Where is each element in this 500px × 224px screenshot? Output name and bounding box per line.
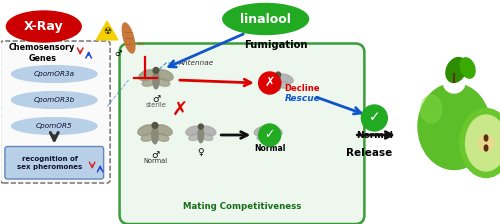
Circle shape <box>152 123 158 128</box>
Ellipse shape <box>122 23 135 53</box>
FancyBboxPatch shape <box>5 146 103 179</box>
Polygon shape <box>96 21 118 40</box>
Circle shape <box>198 124 203 129</box>
Ellipse shape <box>186 126 200 136</box>
Ellipse shape <box>156 78 170 86</box>
Ellipse shape <box>12 118 97 134</box>
Circle shape <box>362 105 388 131</box>
Text: ✓: ✓ <box>368 110 380 125</box>
Circle shape <box>258 72 280 94</box>
FancyBboxPatch shape <box>0 41 110 183</box>
Text: recognition of
sex pheromones: recognition of sex pheromones <box>17 156 82 170</box>
Ellipse shape <box>198 127 203 143</box>
Ellipse shape <box>189 134 200 140</box>
Ellipse shape <box>139 70 156 81</box>
Ellipse shape <box>268 127 282 136</box>
Text: CpomOR3a: CpomOR3a <box>34 71 75 77</box>
Ellipse shape <box>266 128 270 142</box>
Text: Normal: Normal <box>356 131 393 140</box>
Text: sterile: sterile <box>146 102 167 108</box>
Ellipse shape <box>142 78 156 86</box>
Circle shape <box>443 71 465 93</box>
Ellipse shape <box>201 126 216 136</box>
Ellipse shape <box>484 145 488 151</box>
Ellipse shape <box>420 95 442 123</box>
Text: Antennae: Antennae <box>178 60 214 66</box>
Ellipse shape <box>278 74 293 84</box>
Ellipse shape <box>263 74 278 84</box>
Text: Normal: Normal <box>143 158 167 164</box>
Ellipse shape <box>156 125 172 136</box>
Text: X-Ray: X-Ray <box>24 20 64 33</box>
Ellipse shape <box>138 125 154 136</box>
Text: Fumigation: Fumigation <box>244 40 308 50</box>
Ellipse shape <box>6 11 81 42</box>
Text: linalool: linalool <box>240 13 291 26</box>
Text: Release: Release <box>346 148 393 158</box>
Ellipse shape <box>12 91 97 108</box>
Ellipse shape <box>484 135 488 141</box>
Text: ♂: ♂ <box>152 95 160 103</box>
Text: ›››: ››› <box>137 41 145 47</box>
Ellipse shape <box>152 126 158 144</box>
Ellipse shape <box>254 127 268 136</box>
Ellipse shape <box>156 134 169 141</box>
Text: Rescue: Rescue <box>284 93 320 103</box>
FancyBboxPatch shape <box>120 43 364 224</box>
Ellipse shape <box>223 4 308 34</box>
Text: ✗: ✗ <box>264 76 275 89</box>
Ellipse shape <box>257 134 268 140</box>
Ellipse shape <box>446 58 466 82</box>
Ellipse shape <box>460 58 475 78</box>
Ellipse shape <box>153 71 159 89</box>
Circle shape <box>153 67 159 73</box>
Text: Normal: Normal <box>254 144 286 153</box>
Text: ♂: ♂ <box>151 151 159 159</box>
Ellipse shape <box>418 84 490 170</box>
Ellipse shape <box>12 65 97 82</box>
Text: ✗: ✗ <box>172 101 188 119</box>
Ellipse shape <box>278 82 290 88</box>
Text: ♂: ♂ <box>115 49 122 58</box>
Ellipse shape <box>156 70 173 81</box>
Text: ✓: ✓ <box>264 128 275 141</box>
Ellipse shape <box>276 75 281 91</box>
Text: CpomOR5: CpomOR5 <box>36 123 72 129</box>
Circle shape <box>276 72 280 77</box>
Text: ♀: ♀ <box>198 147 204 157</box>
Ellipse shape <box>202 134 213 140</box>
Ellipse shape <box>460 108 500 177</box>
Text: Decline: Decline <box>284 84 320 93</box>
Text: ☢: ☢ <box>103 27 111 36</box>
Text: Chemosensory
Genes: Chemosensory Genes <box>9 43 76 63</box>
Ellipse shape <box>266 82 278 88</box>
Ellipse shape <box>466 115 500 171</box>
Ellipse shape <box>141 134 154 141</box>
Ellipse shape <box>268 134 280 140</box>
Circle shape <box>266 125 270 129</box>
Circle shape <box>258 124 280 146</box>
Text: CpomOR3b: CpomOR3b <box>34 97 75 103</box>
Text: Mating Competitiveness: Mating Competitiveness <box>183 202 301 211</box>
Circle shape <box>478 135 494 151</box>
